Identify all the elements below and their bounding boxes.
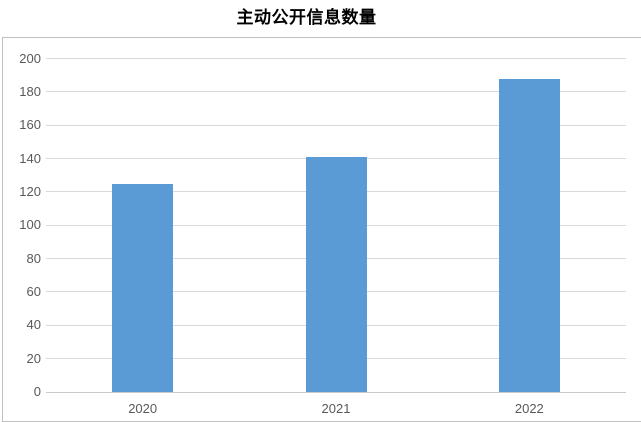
y-axis-tick-label: 120 xyxy=(19,183,41,199)
y-axis-tick-label: 80 xyxy=(26,250,41,266)
gridline xyxy=(46,124,626,126)
chart-area: 0 20 40 60 80 100 120 140 160 180 200 2020 2021 2022 xyxy=(2,37,641,422)
y-axis-tick-label: 20 xyxy=(26,350,41,366)
y-axis-tick-label: 60 xyxy=(26,283,41,299)
y-axis-tick-label: 0 xyxy=(33,384,41,399)
x-axis-category-label: 2020 xyxy=(128,401,158,416)
y-axis-tick-label: 200 xyxy=(19,50,41,66)
y-axis-tick-label: 140 xyxy=(19,150,41,166)
gridline xyxy=(46,91,626,93)
y-axis-tick-label: 40 xyxy=(26,317,41,333)
y-axis-tick-label: 100 xyxy=(19,217,41,233)
x-axis-category-label: 2022 xyxy=(514,401,544,416)
x-axis-line xyxy=(46,391,626,393)
bar-2022 xyxy=(498,78,560,392)
bar-2020 xyxy=(112,183,174,392)
chart-title: 主动公开信息数量 xyxy=(236,8,377,27)
gridline xyxy=(46,58,626,59)
x-axis-category-label: 2021 xyxy=(321,401,351,416)
y-axis-tick-label: 180 xyxy=(19,83,41,99)
y-axis-tick-label: 160 xyxy=(19,117,41,133)
bar-2021 xyxy=(305,156,367,392)
